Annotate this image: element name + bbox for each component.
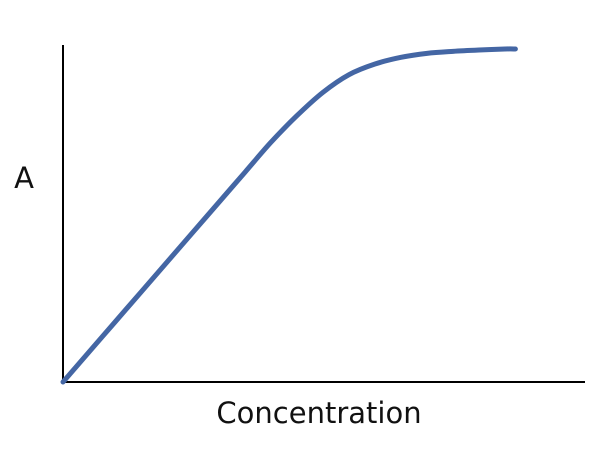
x-axis-label: Concentration <box>216 396 421 430</box>
series-line-0 <box>60 46 518 385</box>
y-axis-label: A <box>14 161 34 195</box>
plot-area <box>60 46 518 385</box>
